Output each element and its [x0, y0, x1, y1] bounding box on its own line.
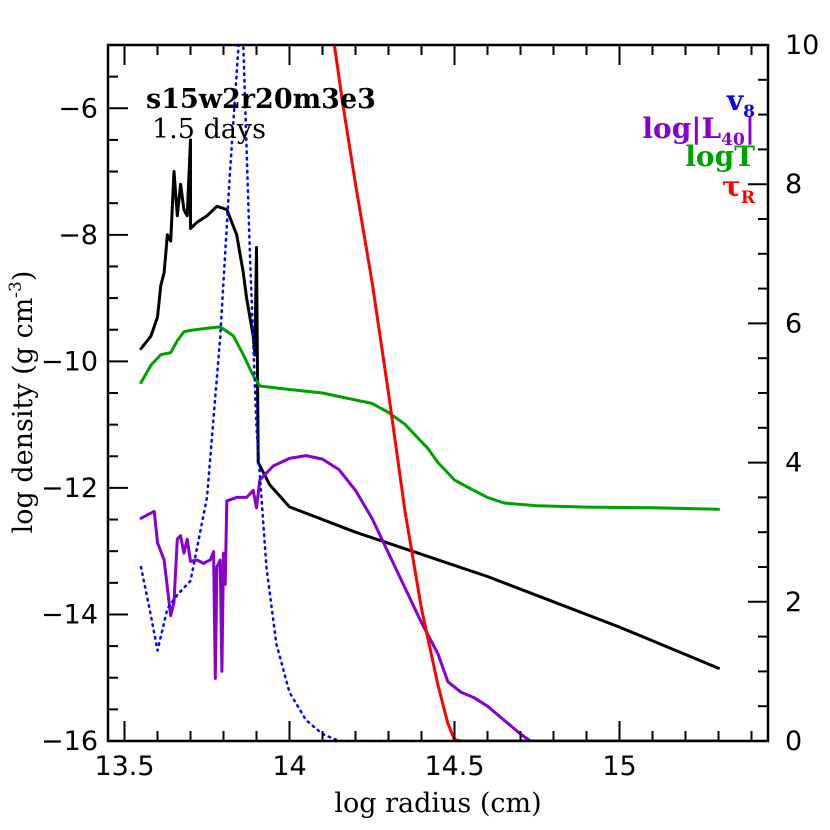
axis-tick-labels: 13.5 14 14.5 15 −6 −8 −10 −12 −14 −16 0 2 4 6 8 10 — [41, 30, 819, 782]
x-tick-label: 14 — [272, 751, 306, 782]
y-left-tick-label: −16 — [41, 726, 98, 757]
x-tick-label: 14.5 — [424, 751, 484, 782]
y-right-tick-label: 8 — [785, 169, 802, 200]
y-left-tick-label: −10 — [41, 346, 98, 377]
y-axis-title-close: ) — [8, 271, 39, 282]
x-axis-title: log radius (cm) — [334, 788, 541, 819]
time-annotation: 1.5 days — [152, 114, 266, 145]
series-line-logt — [139, 325, 720, 511]
y-axis-title: log density (g cm-3) — [6, 271, 39, 534]
x-tick-label: 15 — [602, 751, 636, 782]
plot-frame — [106, 43, 770, 743]
y-left-tick-label: −6 — [58, 93, 98, 124]
y-left-tick-label: −8 — [58, 220, 98, 251]
series-line-log-l40 — [139, 454, 720, 741]
y-left-tick-label: −14 — [41, 599, 98, 630]
legend-entry: τR — [722, 170, 756, 208]
y-axis-title-main: log density (g cm — [8, 298, 39, 534]
legend-entry: log|L40| — [642, 112, 755, 150]
legend-entry: v8 — [726, 84, 755, 122]
model-name-annotation: s15w2r20m3e3 — [146, 84, 376, 115]
y-right-tick-label: 0 — [785, 726, 802, 757]
y-right-tick-label: 4 — [785, 448, 802, 479]
legend-entry: logT — [685, 140, 755, 173]
y-left-tick-label: −12 — [41, 473, 98, 504]
y-right-tick-label: 2 — [785, 587, 802, 618]
series-line-density — [139, 138, 720, 670]
y-right-tick-label: 6 — [785, 308, 802, 339]
y-right-tick-label: 10 — [785, 30, 819, 61]
y-axis-title-sup: -3 — [6, 281, 26, 298]
series-line-v8 — [139, 45, 720, 741]
axis-ticks — [108, 44, 768, 742]
x-tick-label: 13.5 — [94, 751, 154, 782]
